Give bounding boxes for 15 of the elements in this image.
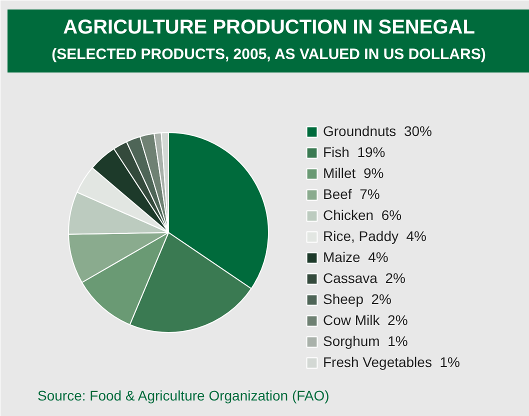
legend-label: Sorghum 1%: [323, 332, 408, 350]
legend-label: Sheep 2%: [323, 290, 392, 308]
legend-label: Fish 19%: [323, 143, 386, 161]
chart-title: AGRICULTURE PRODUCTION IN SENEGAL: [63, 16, 475, 38]
chart-subtitle: (SELECTED PRODUCTS, 2005, AS VALUED IN US DOLLARS): [52, 46, 486, 63]
legend-label: Millet 9%: [323, 164, 384, 182]
legend-label: Cow Milk 2%: [323, 311, 408, 329]
legend-label: Chicken 6%: [323, 206, 402, 224]
legend-label: Beef 7%: [323, 185, 380, 203]
legend-label: Maize 4%: [323, 248, 388, 266]
legend-label: Cassava 2%: [323, 269, 406, 287]
legend-label: Fresh Vegetables 1%: [323, 353, 460, 371]
legend-label: Rice, Paddy 4%: [323, 227, 426, 245]
legend-label: Groundnuts 30%: [323, 122, 432, 140]
source-note: Source: Food & Agriculture Organization (FAO): [38, 388, 330, 404]
